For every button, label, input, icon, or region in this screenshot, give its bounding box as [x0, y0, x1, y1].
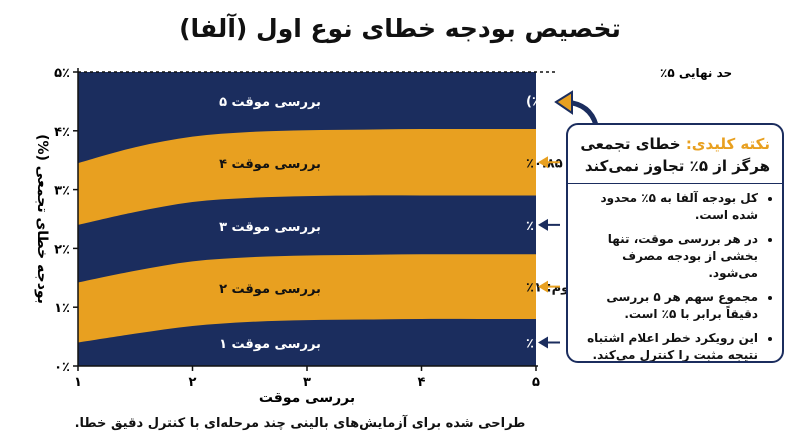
band-name-label: بررسی موقت ۵ [219, 95, 321, 110]
band-name-label: بررسی موقت ۴ [219, 157, 321, 172]
band-arrow-head [538, 336, 548, 349]
band-share-label: سهم نهایی: ۱٪ (مجموع: ۵٪) [526, 95, 709, 110]
x-tick-label: ۴ [418, 375, 426, 390]
y-tick-label: ۴٪ [54, 125, 70, 140]
callout-bullet: کل بودجه آلفا به ۵٪ محدود شده است. [574, 190, 758, 224]
y-tick-label: ۰٪ [54, 360, 70, 375]
band-name-label: بررسی موقت ۱ [219, 337, 321, 352]
callout-bullet-list: کل بودجه آلفا به ۵٪ محدود شده است. در هر… [568, 190, 782, 361]
x-tick-label: ۱ [74, 375, 82, 390]
y-tick-label: ۵٪ [54, 66, 70, 81]
y-axis-label: بودجه خطای تجمعی (%) [34, 134, 50, 304]
band-arrow-head [538, 156, 548, 169]
key-insight-callout: نکته کلیدی: خطای تجمعی هرگز از ۵٪ تجاوز … [566, 123, 784, 363]
band-area-2 [78, 254, 536, 343]
callout-heading-key: نکته کلیدی: [685, 135, 770, 153]
limit-line-label: حد نهایی ۵٪ [660, 66, 732, 80]
y-tick-label: ۳٪ [54, 184, 70, 199]
y-tick-label: ۱٪ [54, 301, 70, 316]
x-axis-label: بررسی موقت [259, 390, 355, 406]
chart-title: تخصیص بودجه خطای نوع اول (آلفا) [179, 14, 621, 43]
band-area-4 [78, 128, 536, 225]
y-tick-label: ۲٪ [54, 242, 70, 257]
x-tick-label: ۵ [532, 375, 540, 390]
callout-bullet: این رویکرد خطر اعلام اشتباه نتیجه مثبت ر… [574, 330, 758, 361]
callout-bullet: مجموع سهم هر ۵ بررسی دقیقاً برابر با ۵٪ … [574, 289, 758, 323]
x-tick-label: ۳ [303, 375, 311, 390]
chart-caption: طراحی شده برای آزمایش‌های بالینی چند مرح… [74, 416, 526, 431]
band-arrow-head [538, 280, 548, 293]
callout-heading: نکته کلیدی: خطای تجمعی هرگز از ۵٪ تجاوز … [568, 125, 782, 184]
band-name-label: بررسی موقت ۲ [219, 282, 321, 297]
curved-arrow-head [554, 90, 573, 115]
callout-bullet: در هر بررسی موقت، تنها بخشی از بودجه مصر… [574, 231, 758, 282]
callout-heading-text: خطای تجمعی هرگز از ۵٪ تجاوز نمی‌کند [580, 135, 770, 175]
band-arrow-head [538, 218, 548, 231]
band-name-label: بررسی موقت ۳ [219, 220, 321, 235]
x-tick-label: ۲ [189, 375, 197, 390]
